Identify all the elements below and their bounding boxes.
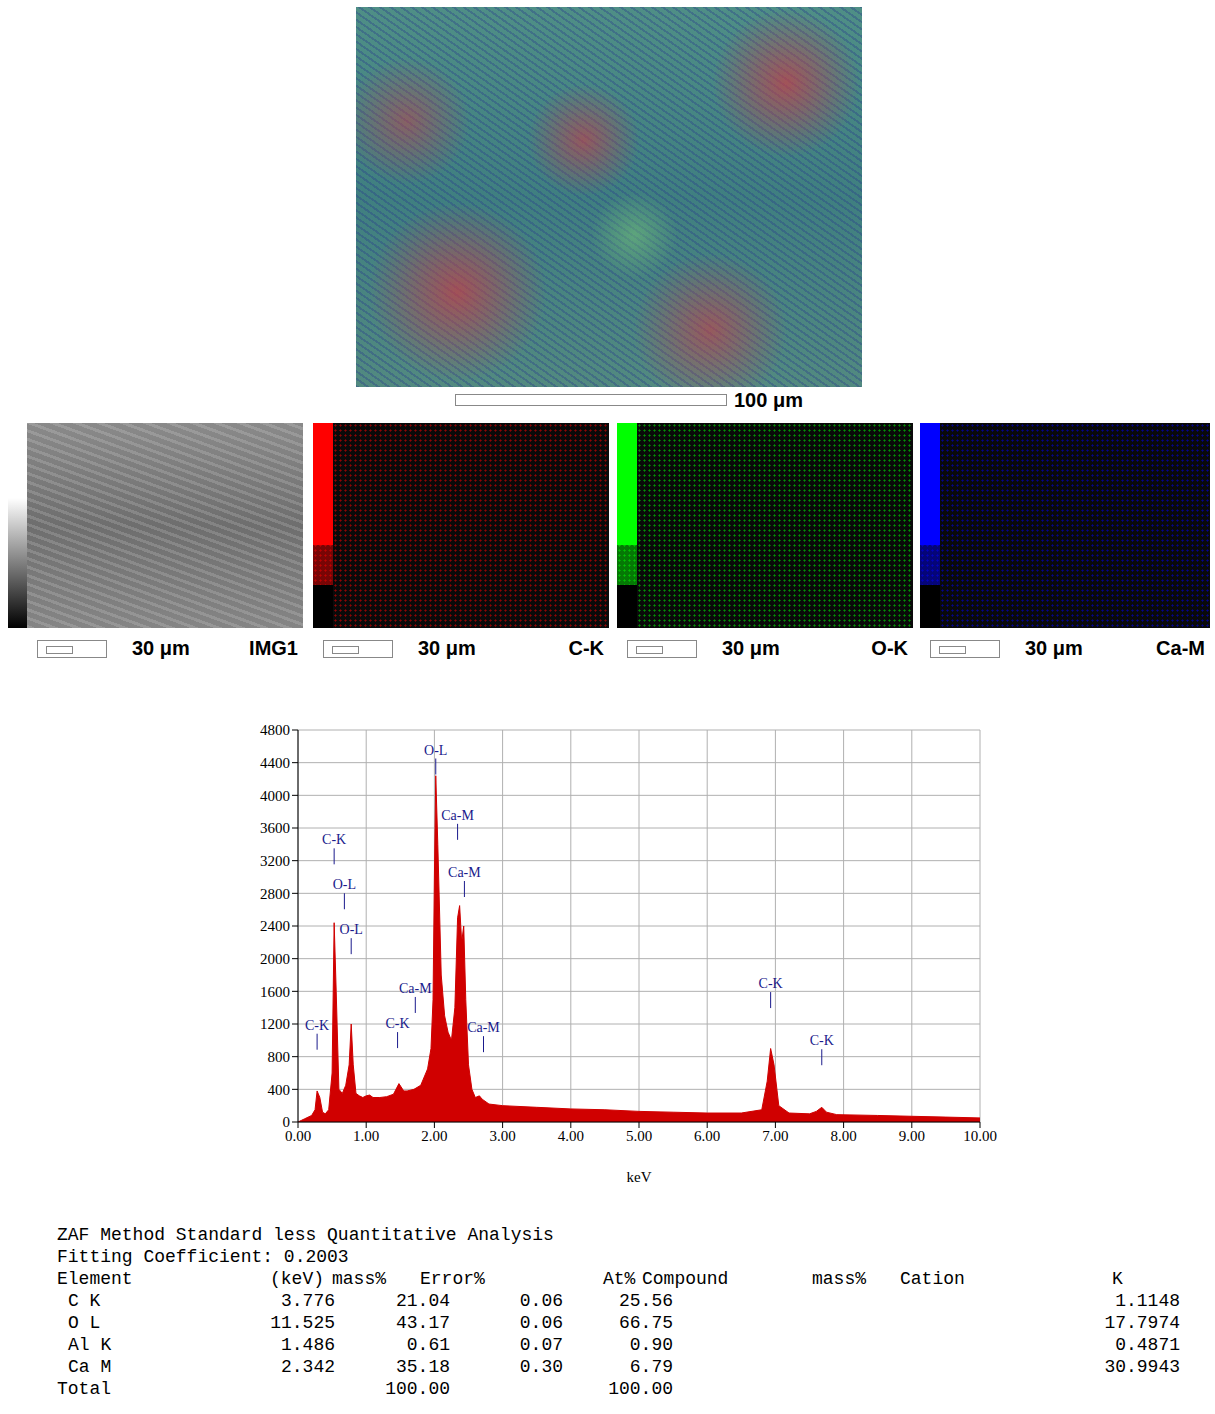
html-text:1.486: 1.486 (281, 1335, 335, 1355)
html-text:Element: Element (57, 1269, 133, 1289)
svg-text:9.00: 9.00 (899, 1128, 925, 1144)
svg-text:4000: 4000 (260, 788, 290, 804)
html-text:IMG1: IMG1 (249, 637, 298, 659)
svg-text:Ca-M: Ca-M (467, 1020, 500, 1035)
svg-text:400: 400 (268, 1082, 291, 1098)
html-text:11.525: 11.525 (270, 1313, 335, 1333)
html-text:2.342: 2.342 (281, 1357, 335, 1377)
svg-text:1200: 1200 (260, 1016, 290, 1032)
html-text:21.04: 21.04 (396, 1291, 450, 1311)
html-text:0.61: 0.61 (406, 1335, 450, 1355)
html-text:30 μm: 30 μm (722, 637, 780, 659)
html-text:3.776: 3.776 (281, 1291, 335, 1311)
html-text:Error%: Error% (420, 1269, 485, 1289)
svg-text:C-K: C-K (759, 976, 783, 991)
html-text:6.79: 6.79 (629, 1357, 673, 1377)
html-text:30.9943: 30.9943 (1104, 1357, 1180, 1377)
html-text:25.56: 25.56 (619, 1291, 673, 1311)
svg-text:2800: 2800 (260, 886, 290, 902)
html-text:C-K: C-K (568, 637, 604, 659)
html-text:Fitting Coefficient: 0.2003: Fitting Coefficient: 0.2003 (57, 1247, 349, 1267)
html-text:O L: O L (68, 1313, 101, 1333)
html-text:ZAF Method Standard less Quant: ZAF Method Standard less Quantitative An… (57, 1225, 554, 1245)
html-text:C K: C K (68, 1291, 101, 1311)
svg-text:10.00: 10.00 (963, 1128, 997, 1144)
html-text:O-K: O-K (871, 637, 908, 659)
svg-text:2000: 2000 (260, 951, 290, 967)
svg-text:4.00: 4.00 (558, 1128, 584, 1144)
html-text:0.90: 0.90 (629, 1335, 673, 1355)
svg-text:Ca-M: Ca-M (448, 865, 481, 880)
svg-text:0.00: 0.00 (284, 1127, 312, 1144)
html-text:100 μm: 100 μm (734, 389, 803, 411)
html-text:Al K: Al K (68, 1335, 112, 1355)
html-text:30 μm: 30 μm (1025, 637, 1083, 659)
svg-text:keV: keV (627, 1169, 652, 1185)
html-text:(keV): (keV) (270, 1269, 324, 1289)
svg-text:C-K: C-K (305, 1018, 329, 1033)
html-text:30 μm: 30 μm (132, 637, 190, 659)
html-text:0.07: 0.07 (519, 1335, 563, 1355)
html-text:Cation: Cation (900, 1269, 965, 1289)
svg-text:O-L: O-L (333, 877, 356, 892)
html-text:30 μm: 30 μm (418, 637, 476, 659)
svg-text:2400: 2400 (260, 918, 290, 934)
svg-text:8.00: 8.00 (830, 1128, 856, 1144)
html-text:35.18: 35.18 (396, 1357, 450, 1377)
html-text:100.00: 100.00 (608, 1379, 673, 1399)
svg-text:C-K: C-K (322, 832, 346, 847)
svg-text:800: 800 (268, 1049, 291, 1065)
svg-text:3600: 3600 (260, 820, 290, 836)
svg-text:C-K: C-K (810, 1033, 834, 1048)
svg-text:Ca-M: Ca-M (399, 981, 432, 996)
svg-text:O-L: O-L (424, 743, 447, 758)
svg-text:1.00: 1.00 (353, 1128, 379, 1144)
html-text:0.06: 0.06 (519, 1291, 563, 1311)
html-text:0.06: 0.06 (519, 1313, 563, 1333)
html-text:At% Compound: At% Compound (603, 1269, 729, 1289)
html-text:0.30: 0.30 (519, 1357, 563, 1377)
svg-text:4800: 4800 (260, 722, 290, 738)
svg-text:5.00: 5.00 (626, 1128, 652, 1144)
svg-text:O-L: O-L (340, 922, 363, 937)
svg-text:0: 0 (283, 1114, 291, 1130)
html-text:100.00: 100.00 (385, 1379, 450, 1399)
html-text:Ca M: Ca M (68, 1357, 112, 1377)
html-text:0.4871: 0.4871 (1115, 1335, 1180, 1355)
svg-text:Ca-M: Ca-M (441, 808, 474, 823)
svg-text:7.00: 7.00 (762, 1128, 788, 1144)
svg-text:3200: 3200 (260, 853, 290, 869)
svg-text:3.00: 3.00 (489, 1128, 515, 1144)
html-text:mass%: mass% (812, 1269, 866, 1289)
html-text:K: K (1112, 1269, 1123, 1289)
svg-text:6.00: 6.00 (694, 1128, 720, 1144)
svg-text:2.00: 2.00 (421, 1128, 447, 1144)
html-text:mass%: mass% (332, 1269, 386, 1289)
html-text:Ca-M: Ca-M (1156, 637, 1205, 659)
html-text:1.1148: 1.1148 (1115, 1291, 1180, 1311)
html-text:43.17: 43.17 (396, 1313, 450, 1333)
svg-text:C-K: C-K (386, 1016, 410, 1031)
svg-text:1600: 1600 (260, 984, 290, 1000)
svg-text:4400: 4400 (260, 755, 290, 771)
html-text:17.7974: 17.7974 (1104, 1313, 1180, 1333)
html-text:Total: Total (57, 1379, 111, 1399)
html-text:66.75: 66.75 (619, 1313, 673, 1333)
